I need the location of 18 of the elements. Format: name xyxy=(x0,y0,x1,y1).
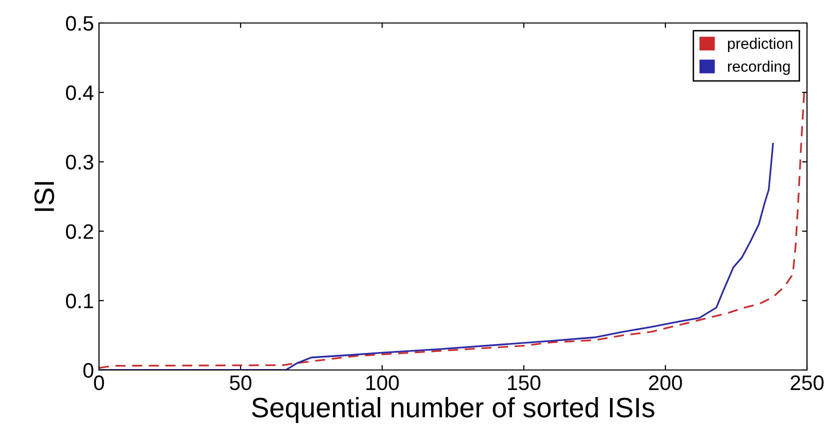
y-tick-label: 0 xyxy=(83,363,94,378)
y-tick-label: 0.1 xyxy=(66,294,94,308)
legend-label: recording xyxy=(728,60,790,75)
y-axis-title: ISI xyxy=(34,182,54,211)
x-tick-label: 100 xyxy=(366,375,399,390)
y-tick-label: 0.5 xyxy=(66,16,94,31)
y-tick-label: 0.3 xyxy=(66,154,94,170)
y-tick-label: 0.4 xyxy=(66,85,94,100)
x-tick-label: 200 xyxy=(649,375,682,390)
line-series xyxy=(99,92,806,369)
x-tick-label: 0 xyxy=(94,375,104,390)
line-series xyxy=(99,142,774,370)
legend-label: prediction xyxy=(728,38,792,52)
x-tick-label: 250 xyxy=(790,375,824,390)
x-axis-title: Sequential number of sorted ISIs xyxy=(252,397,654,423)
x-tick-label: 50 xyxy=(230,375,252,390)
y-tick-label: 0.2 xyxy=(66,224,94,239)
x-tick-label: 150 xyxy=(508,375,540,390)
